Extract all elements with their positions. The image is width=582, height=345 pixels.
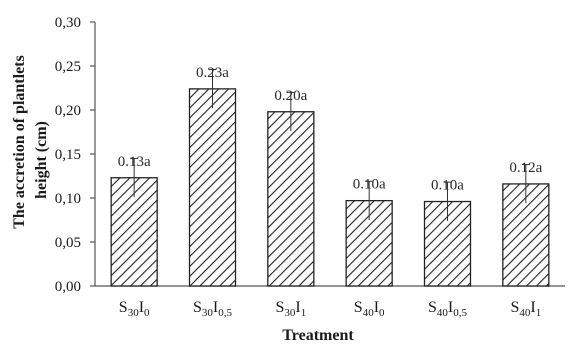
y-axis-title: The accretion of plantlets height (cm): [11, 55, 50, 228]
bar: [267, 111, 315, 287]
y-tick-label: 0,10: [55, 191, 81, 207]
data-label: 0.10a: [431, 178, 464, 194]
x-tick-label: S40I1: [510, 299, 541, 319]
bars: [110, 88, 550, 287]
data-label: 0.10a: [353, 177, 386, 193]
x-tick-label: S30I0: [119, 299, 150, 319]
y-tick-label: 0,20: [55, 103, 81, 119]
x-axis-title: Treatment: [282, 327, 354, 344]
data-label: 0.23a: [196, 65, 229, 81]
error-bars: [130, 69, 530, 221]
y-tick-label: 0,15: [55, 147, 81, 163]
y-tick-label: 0,05: [55, 235, 81, 251]
y-ticks: 0,00 0,05 0,10 0,15 0,20 0,25 0,30: [55, 15, 95, 295]
x-categories: S30I0 S30I0,5 S30I1 S40I0 S40I0,5 S40I1: [119, 299, 541, 319]
data-label: 0.13a: [118, 154, 151, 170]
bar: [188, 88, 237, 287]
x-tick-label: S30I1: [275, 299, 306, 319]
x-tick-label: S40I0,5: [428, 299, 467, 319]
y-axis-title-line1: The accretion of plantlets: [11, 55, 28, 228]
y-tick-label: 0,30: [55, 15, 81, 31]
data-label: 0.20a: [274, 88, 307, 104]
x-tick-label: S40I0: [354, 299, 385, 319]
y-tick-label: 0,00: [55, 279, 81, 295]
y-tick-label: 0,25: [55, 59, 81, 75]
y-axis-title-line2: height (cm): [33, 121, 50, 199]
x-tick-label: S30I0,5: [193, 299, 232, 319]
data-label: 0.12a: [509, 160, 542, 176]
data-labels: 0.13a 0.23a 0.20a 0.10a 0.10a 0.12a: [118, 65, 543, 194]
